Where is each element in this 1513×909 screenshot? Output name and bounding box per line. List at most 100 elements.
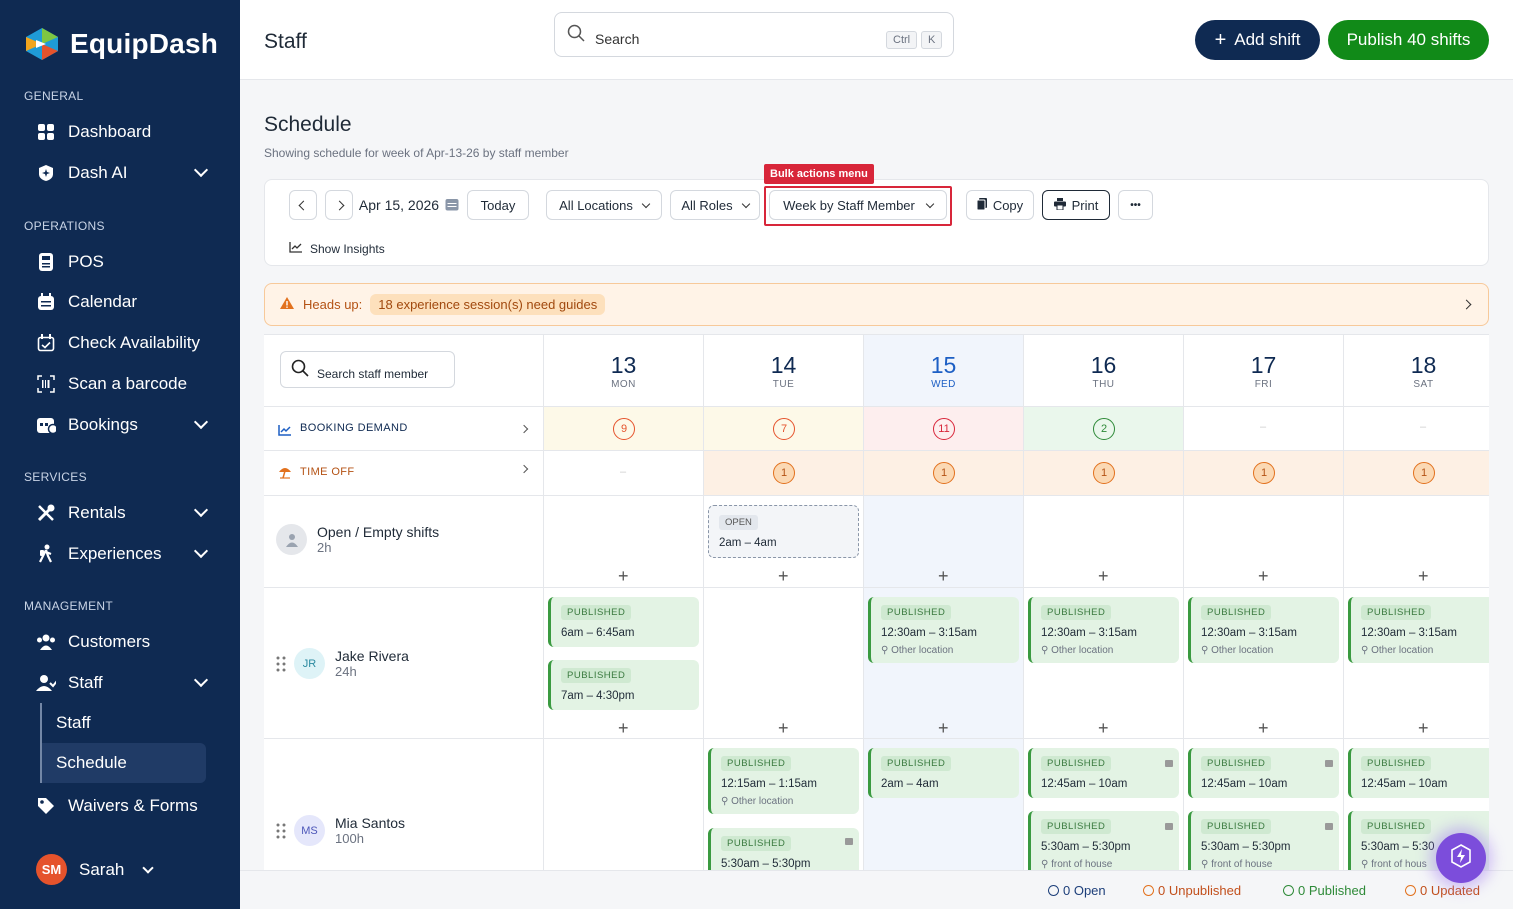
open-cell-tue[interactable]: OPEN 2am – 4am + xyxy=(704,496,864,588)
next-week-button[interactable] xyxy=(325,190,353,220)
sidebar-item-waivers[interactable]: Waivers & Forms xyxy=(36,791,216,821)
date-picker[interactable]: Apr 15, 2026 xyxy=(357,190,461,220)
sidebar-item-dashboard[interactable]: Dashboard xyxy=(36,117,216,147)
day-header-fri[interactable]: 17 FRI xyxy=(1184,335,1344,407)
day-header-mon[interactable]: 13 MON xyxy=(544,335,704,407)
locations-dropdown[interactable]: All Locations xyxy=(546,190,662,220)
footer-unpublished[interactable]: 0 Unpublished xyxy=(1143,883,1241,898)
add-shift-plus[interactable]: + xyxy=(778,718,789,738)
mia-cell-wed[interactable]: PUBLISHED 2am – 4am xyxy=(864,739,1024,870)
heads-up-alert[interactable]: Heads up: 18 experience session(s) need … xyxy=(264,283,1489,326)
staff-person[interactable]: JR Jake Rivera 24h xyxy=(294,648,409,679)
sidebar-item-check-availability[interactable]: Check Availability xyxy=(36,328,216,358)
shift-card[interactable]: PUBLISHED 5:30am – 5:30pm xyxy=(708,828,859,870)
demand-cell-thu[interactable]: 2 xyxy=(1024,407,1184,451)
shift-card[interactable]: PUBLISHED 12:30am – 3:15am ⚲ Other locatio… xyxy=(1348,597,1489,663)
roles-dropdown[interactable]: All Roles xyxy=(670,190,760,220)
sidebar-item-rentals[interactable]: Rentals xyxy=(36,498,216,528)
copy-button[interactable]: Copy xyxy=(966,190,1034,220)
demand-cell-tue[interactable]: 7 xyxy=(704,407,864,451)
open-cell-thu[interactable]: + xyxy=(1024,496,1184,588)
shift-card[interactable]: PUBLISHED 12:45am – 10am xyxy=(1028,748,1179,798)
demand-cell-wed[interactable]: 11 xyxy=(864,407,1024,451)
timeoff-cell-fri[interactable]: 1 xyxy=(1184,451,1344,496)
jake-cell-mon[interactable]: PUBLISHED 6am – 6:45am PUBLISHED 7am – 4:3… xyxy=(544,588,704,739)
sidebar-item-bookings[interactable]: Bookings xyxy=(36,410,216,440)
footer-updated[interactable]: 0 Updated xyxy=(1405,883,1480,898)
demand-cell-mon[interactable]: 9 xyxy=(544,407,704,451)
day-header-tue[interactable]: 14 TUE xyxy=(704,335,864,407)
open-cell-mon[interactable]: + xyxy=(544,496,704,588)
more-options-button[interactable]: ••• xyxy=(1118,190,1153,220)
publish-shifts-button[interactable]: Publish 40 shifts xyxy=(1328,20,1489,60)
view-dropdown[interactable]: Week by Staff Member xyxy=(769,190,947,220)
timeoff-cell-sat[interactable]: 1 xyxy=(1344,451,1489,496)
global-search-input[interactable]: Search Ctrl K xyxy=(554,12,954,57)
sidebar-item-scan-barcode[interactable]: Scan a barcode xyxy=(36,369,216,399)
shift-card[interactable]: PUBLISHED 12:45am – 10am xyxy=(1348,748,1489,798)
day-header-thu[interactable]: 16 THU xyxy=(1024,335,1184,407)
mia-cell-fri[interactable]: PUBLISHED 12:45am – 10am PUBLISHED 5:30am … xyxy=(1184,739,1344,870)
sidebar-item-dash-ai[interactable]: Dash AI xyxy=(36,158,216,188)
open-cell-sat[interactable]: + xyxy=(1344,496,1489,588)
shift-card[interactable]: PUBLISHED 12:30am – 3:15am ⚲ Other locatio… xyxy=(868,597,1019,663)
open-cell-fri[interactable]: + xyxy=(1184,496,1344,588)
jake-cell-thu[interactable]: PUBLISHED 12:30am – 3:15am ⚲ Other locatio… xyxy=(1024,588,1184,739)
today-button[interactable]: Today xyxy=(467,190,529,220)
shift-card[interactable]: PUBLISHED 5:30am – 5:30pm ⚲ front of house xyxy=(1028,811,1179,870)
shift-card[interactable]: PUBLISHED 5:30am – 5:30pm ⚲ front of house xyxy=(1188,811,1339,870)
show-insights-toggle[interactable]: Show Insights xyxy=(289,242,385,256)
timeoff-cell-thu[interactable]: 1 xyxy=(1024,451,1184,496)
demand-cell-sat[interactable]: – xyxy=(1344,407,1489,451)
footer-open[interactable]: 0 Open xyxy=(1048,883,1106,898)
mia-cell-mon[interactable] xyxy=(544,739,704,870)
add-shift-plus[interactable]: + xyxy=(1098,566,1109,586)
shift-card[interactable]: PUBLISHED 12:15am – 1:15am ⚲ Other locatio… xyxy=(708,748,859,814)
staff-person[interactable]: MS Mia Santos 100h xyxy=(294,815,405,846)
add-shift-plus[interactable]: + xyxy=(778,566,789,586)
sidebar-item-customers[interactable]: Customers xyxy=(36,627,216,657)
jake-cell-wed[interactable]: PUBLISHED 12:30am – 3:15am ⚲ Other locatio… xyxy=(864,588,1024,739)
demand-cell-fri[interactable]: – xyxy=(1184,407,1344,451)
add-shift-plus[interactable]: + xyxy=(1098,718,1109,738)
jake-cell-sat[interactable]: PUBLISHED 12:30am – 3:15am ⚲ Other locatio… xyxy=(1344,588,1489,739)
add-shift-plus[interactable]: + xyxy=(1418,566,1429,586)
user-menu[interactable]: SM Sarah xyxy=(36,854,155,885)
add-shift-plus[interactable]: + xyxy=(618,566,629,586)
sidebar-item-calendar[interactable]: Calendar xyxy=(36,287,216,317)
sidebar-item-experiences[interactable]: Experiences xyxy=(36,539,216,569)
print-button[interactable]: Print xyxy=(1042,190,1110,220)
shift-card[interactable]: PUBLISHED 2am – 4am xyxy=(868,748,1019,798)
add-shift-plus[interactable]: + xyxy=(618,718,629,738)
staff-search-input[interactable]: Search staff member xyxy=(280,351,455,388)
add-shift-plus[interactable]: + xyxy=(1418,718,1429,738)
shift-card[interactable]: PUBLISHED 7am – 4:30pm xyxy=(548,660,699,710)
footer-published[interactable]: 0 Published xyxy=(1283,883,1366,898)
add-shift-plus[interactable]: + xyxy=(1258,566,1269,586)
timeoff-cell-mon[interactable]: – xyxy=(544,451,704,496)
shift-card[interactable]: PUBLISHED 12:30am – 3:15am ⚲ Other locatio… xyxy=(1028,597,1179,663)
sidebar-subitem-staff[interactable]: Staff xyxy=(40,703,206,743)
sidebar-subitem-schedule[interactable]: Schedule xyxy=(40,743,206,783)
day-header-wed-today[interactable]: 15 WED xyxy=(864,335,1024,407)
time-off-row-label[interactable]: TIME OFF xyxy=(264,451,544,496)
sidebar-item-pos[interactable]: POS xyxy=(36,247,216,277)
prev-week-button[interactable] xyxy=(289,190,317,220)
timeoff-cell-tue[interactable]: 1 xyxy=(704,451,864,496)
booking-demand-row-label[interactable]: BOOKING DEMAND xyxy=(264,407,544,451)
ai-assistant-button[interactable] xyxy=(1436,833,1486,883)
sidebar-item-staff[interactable]: Staff xyxy=(36,668,216,698)
shift-card[interactable]: PUBLISHED 12:30am – 3:15am ⚲ Other locatio… xyxy=(1188,597,1339,663)
shift-card[interactable]: PUBLISHED 12:45am – 10am xyxy=(1188,748,1339,798)
open-cell-wed[interactable]: + xyxy=(864,496,1024,588)
shift-card[interactable]: PUBLISHED 6am – 6:45am xyxy=(548,597,699,647)
drag-handle-icon[interactable] xyxy=(276,823,286,844)
add-shift-plus[interactable]: + xyxy=(938,566,949,586)
add-shift-button[interactable]: + Add shift xyxy=(1195,20,1320,60)
add-shift-plus[interactable]: + xyxy=(1258,718,1269,738)
jake-cell-tue[interactable]: + xyxy=(704,588,864,739)
add-shift-plus[interactable]: + xyxy=(938,718,949,738)
jake-cell-fri[interactable]: PUBLISHED 12:30am – 3:15am ⚲ Other locatio… xyxy=(1184,588,1344,739)
mia-cell-tue[interactable]: PUBLISHED 12:15am – 1:15am ⚲ Other locatio… xyxy=(704,739,864,870)
mia-cell-thu[interactable]: PUBLISHED 12:45am – 10am PUBLISHED 5:30am … xyxy=(1024,739,1184,870)
